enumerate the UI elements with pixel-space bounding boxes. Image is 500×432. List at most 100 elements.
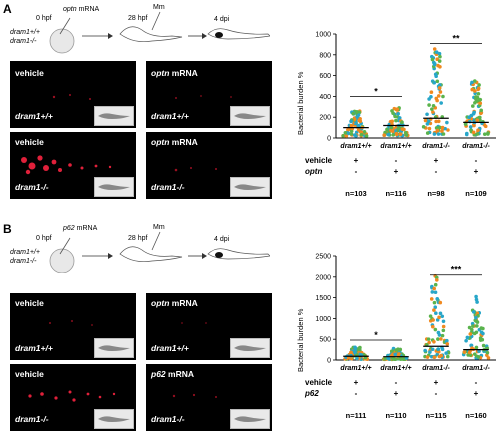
treatment-label: vehicle: [305, 156, 333, 165]
data-point: [356, 128, 361, 132]
data-point: [425, 112, 429, 117]
data-point: [439, 353, 444, 358]
genotype-label: dram1+/+: [15, 111, 53, 121]
data-point: [430, 290, 435, 294]
data-point: [400, 127, 405, 131]
treatment-value: -: [395, 156, 398, 165]
category-label: dram1-/-: [422, 365, 450, 372]
micrograph-b3: vehicle dram1-/-: [10, 364, 136, 431]
data-point: [472, 110, 476, 115]
genotype-label-1: dram1+/+: [10, 249, 40, 256]
data-point: [472, 79, 477, 83]
data-point: [430, 347, 435, 352]
data-point: [464, 131, 469, 136]
treatment-value: +: [354, 156, 359, 165]
data-point: [432, 47, 437, 51]
data-point: [395, 107, 400, 111]
data-point: [428, 314, 433, 318]
genotype-label: dram1-/-: [151, 414, 185, 424]
injection-1-label: p62 mRNA: [63, 225, 98, 232]
data-point: [481, 331, 485, 336]
data-point: [479, 108, 484, 113]
n-label: n=111: [346, 411, 367, 420]
data-point: [476, 86, 481, 91]
data-point: [394, 132, 399, 137]
significance-label: ***: [451, 265, 462, 275]
data-point: [474, 297, 479, 302]
data-point: [354, 134, 358, 138]
arrow-icon: [202, 253, 207, 259]
genotype-label: dram1+/+: [151, 343, 189, 353]
y-tick-label: 0: [327, 358, 331, 365]
data-point: [436, 119, 441, 124]
data-point: [385, 127, 389, 132]
data-point: [446, 128, 450, 132]
treatment-value: -: [435, 389, 438, 398]
data-point: [440, 129, 444, 133]
data-point: [346, 127, 350, 132]
chart-b: 0 500 1000 1500 2000 2500 dram1+/+ + - n=111 dram1…: [304, 254, 496, 420]
data-point: [439, 101, 443, 105]
data-point: [435, 297, 440, 301]
data-point: [357, 118, 362, 123]
needle-drawing: [59, 17, 71, 35]
data-point: [432, 132, 437, 136]
condition-label: vehicle: [15, 369, 44, 379]
data-point: [353, 348, 357, 352]
genotype-label: dram1-/-: [15, 414, 49, 424]
condition-label: vehicle: [15, 68, 44, 78]
data-point: [477, 83, 481, 87]
condition-label: p62 mRNA: [151, 369, 194, 379]
data-point: [349, 119, 353, 124]
panel-a-label: A: [3, 2, 12, 16]
brightfield-inset: [230, 177, 270, 197]
data-point: [445, 120, 449, 125]
data-point: [355, 110, 359, 115]
treatment-label: p62: [304, 389, 319, 398]
data-point: [396, 347, 400, 351]
micrograph-a2: optn mRNA dram1+/+: [146, 61, 272, 128]
data-point: [427, 97, 431, 101]
data-point: [390, 109, 394, 113]
data-point: [478, 111, 483, 116]
data-point: [478, 336, 483, 340]
stage-0hpf: 0 hpf: [36, 15, 52, 22]
data-point: [465, 335, 470, 340]
genotype-label: dram1+/+: [151, 111, 189, 121]
n-label: n=116: [385, 189, 406, 198]
data-point: [434, 278, 439, 282]
y-tick-label: 800: [319, 52, 331, 59]
condition-label: vehicle: [15, 137, 44, 147]
data-point: [483, 124, 488, 129]
treatment-label: optn: [305, 167, 322, 176]
data-point: [438, 54, 442, 59]
brightfield-inset: [94, 106, 134, 126]
data-point: [435, 57, 440, 61]
n-label: n=110: [385, 411, 406, 420]
data-point: [441, 328, 446, 333]
data-point: [394, 118, 398, 123]
injection-1-label: optn mRNA: [63, 6, 100, 13]
data-point: [434, 311, 438, 316]
data-point: [474, 345, 479, 350]
data-point: [437, 86, 442, 90]
data-point: [357, 347, 362, 352]
embryo-drawing: [49, 248, 75, 274]
brightfield-inset: [94, 177, 134, 197]
y-tick-label: 1000: [315, 32, 331, 39]
data-point: [364, 134, 369, 138]
category-label: dram1+/+: [340, 143, 371, 150]
data-point: [440, 125, 445, 130]
data-point: [469, 343, 473, 348]
n-label: n=160: [465, 411, 486, 420]
data-point: [468, 125, 473, 129]
data-point: [476, 355, 481, 359]
data-point: [472, 123, 476, 128]
brightfield-inset: [94, 338, 134, 358]
injection-schematic-a: [49, 11, 271, 54]
y-tick-label: 200: [319, 115, 331, 122]
data-point: [437, 315, 441, 320]
data-point: [479, 326, 484, 330]
category-label: dram1-/-: [462, 143, 490, 150]
data-point: [434, 50, 439, 55]
